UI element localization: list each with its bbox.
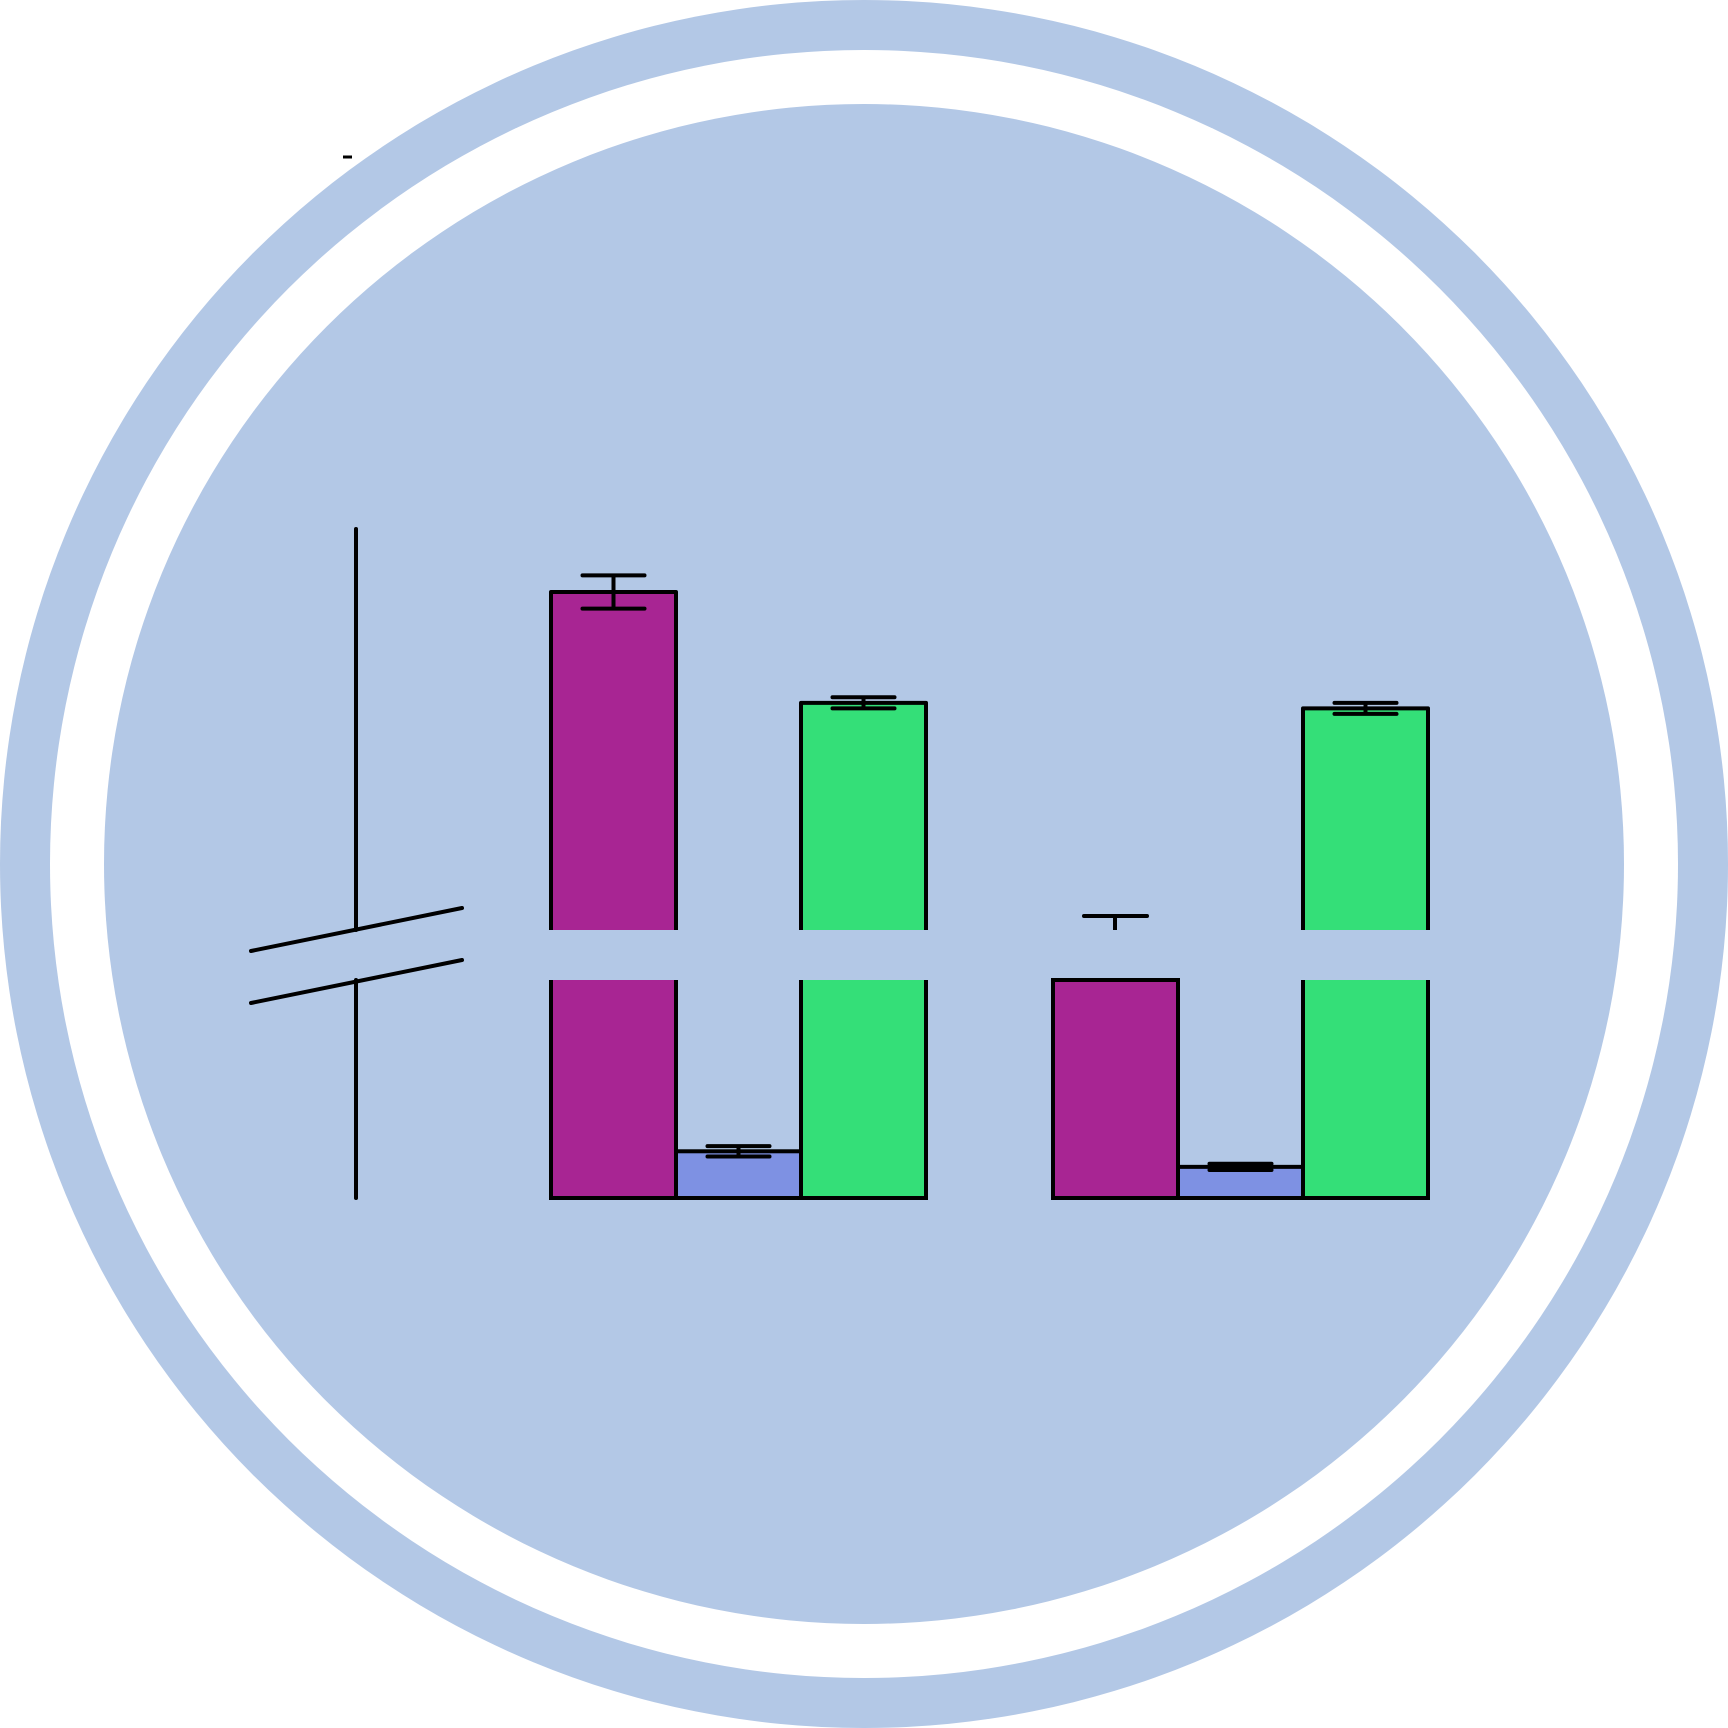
bar-outline-lower — [799, 980, 928, 1200]
bar-upper-segment — [801, 702, 926, 930]
axis-break-mark — [249, 906, 464, 953]
bar-upper-segment — [1303, 708, 1428, 930]
bar — [1176, 1164, 1305, 1201]
bar-lower-segment — [801, 980, 926, 1198]
plot-area — [249, 155, 1430, 1201]
bar-lower-segment — [1303, 980, 1428, 1198]
bar-upper-segment — [551, 592, 676, 930]
bar-outline-lower — [549, 980, 678, 1200]
bar — [674, 1149, 803, 1201]
bar-outline-lower — [1301, 980, 1430, 1200]
bar — [1051, 978, 1180, 1200]
bar-lower-segment — [551, 980, 676, 1198]
axis-break-mark — [249, 958, 464, 1005]
